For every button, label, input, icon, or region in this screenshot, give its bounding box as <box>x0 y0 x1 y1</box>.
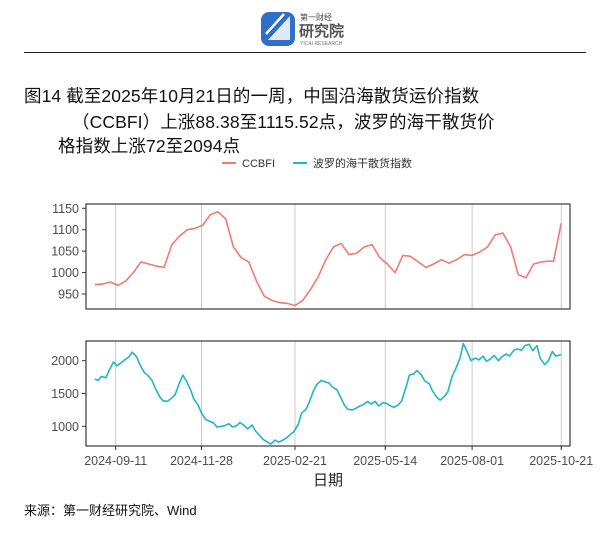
panel-1-y-tick-label-3: 1050 <box>51 245 79 259</box>
logo-emblem-icon <box>261 12 295 46</box>
legend-label-1: CCBFI <box>242 158 275 170</box>
x-tick-label-2: 2024-11-28 <box>170 454 233 468</box>
header-logo: 第一财经 研究院 YICAI RESEARCH <box>261 12 344 47</box>
x-tick-label-1: 2024-09-11 <box>84 454 147 468</box>
panel-1-y-tick-label-1: 950 <box>58 288 79 302</box>
panel-1-y-tick-label-5: 1150 <box>52 202 79 216</box>
header-rule <box>24 52 586 53</box>
x-tick-label-3: 2025-02-21 <box>263 454 327 468</box>
series-line-bdi <box>94 342 562 445</box>
source-note: 来源：第一财经研究院、Wind <box>24 503 197 518</box>
chart: CCBFI 波罗的海干散货指数 950 1000 1050 1100 1150 1000 150… <box>51 156 593 489</box>
legend-label-2: 波罗的海干散货指数 <box>313 156 412 170</box>
panel-2-y-tick-label-2: 1500 <box>51 387 79 401</box>
x-tick-label-4: 2025-05-14 <box>353 454 417 468</box>
chart-title-line-3: 格指数上涨72至2094点 <box>58 136 241 156</box>
series-line-ccbfi <box>94 210 562 307</box>
logo-text-sub: YICAI RESEARCH <box>300 41 343 47</box>
panel-1-y-tick-label-2: 1000 <box>51 266 79 280</box>
x-tick-label-5: 2025-08-01 <box>440 454 504 468</box>
panel-1-y-tick-label-4: 1100 <box>52 223 79 237</box>
x-axis-label: 日期 <box>313 472 343 489</box>
chart-title-line-2: （CCBFI）上涨88.38至1115.52点，波罗的海干散货价 <box>72 112 495 132</box>
logo-text-main: 研究院 <box>299 22 344 40</box>
chart-title-line-1: 图14 截至2025年10月21日的一周，中国沿海散货运价指数 <box>24 86 480 106</box>
panel-2-y-tick-label-3: 2000 <box>51 354 79 368</box>
logo-text-cn: 第一财经 <box>300 12 332 22</box>
panel-1-frame <box>85 203 571 310</box>
panel-2-y-tick-label-1: 1000 <box>51 420 79 434</box>
x-tick-label-6: 2025-10-21 <box>529 454 593 468</box>
